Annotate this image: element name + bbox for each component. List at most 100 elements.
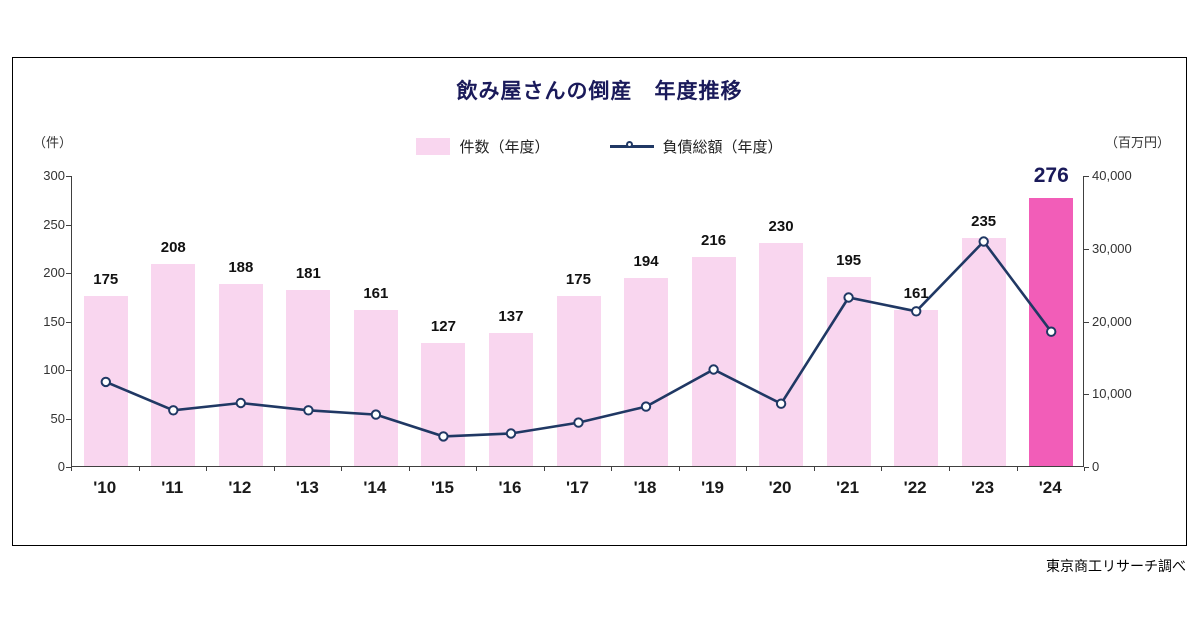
- y-axis-tick: [66, 273, 71, 274]
- legend: 件数（年度） 負債総額（年度）: [13, 136, 1186, 157]
- line-marker: [843, 292, 854, 303]
- x-axis-tick: [611, 467, 613, 471]
- bar: [759, 242, 804, 466]
- x-axis-label: '12: [228, 478, 252, 497]
- bar-value-label: 175: [565, 271, 591, 289]
- line-marker: [640, 401, 652, 412]
- x-axis-label: '19: [701, 478, 725, 497]
- line-marker: [370, 409, 382, 420]
- y-axis-tick: [66, 467, 71, 468]
- bar-value-label: 235: [971, 213, 997, 231]
- chart-frame: 飲み屋さんの倒産 年度推移 （件） （百万円） 件数（年度） 負債総額（年度） …: [12, 57, 1187, 546]
- source-note: 東京商工リサーチ調べ: [1046, 558, 1186, 574]
- y-axis-tick-label-right: 40,000: [1092, 168, 1132, 183]
- bar: [421, 342, 466, 466]
- y-axis-tick: [1084, 467, 1089, 468]
- x-axis-label: '15: [430, 478, 454, 497]
- y-axis-tick-label-left: 50: [50, 410, 65, 426]
- liabilities-line: [100, 236, 1057, 442]
- bar-series-swatch: [416, 138, 451, 155]
- y-axis-tick-label-left: 100: [43, 362, 65, 377]
- x-axis-label: '20: [768, 478, 792, 497]
- x-axis-tick: [543, 467, 545, 471]
- bar-value-label: 194: [633, 252, 659, 270]
- x-axis-tick: [813, 467, 815, 471]
- y-axis-tick-label-right: 30,000: [1092, 240, 1132, 256]
- x-axis-tick: [476, 467, 478, 471]
- line-marker: [708, 364, 719, 375]
- bar-value-label: 230: [768, 217, 794, 235]
- line-marker: [303, 405, 314, 416]
- x-axis-label: '16: [498, 478, 522, 497]
- x-axis-tick: [71, 467, 72, 471]
- line-series-swatch: [609, 138, 654, 155]
- bar-value-label: 161: [903, 284, 929, 302]
- x-axis-tick: [273, 467, 275, 471]
- y-axis-tick: [1084, 321, 1089, 323]
- chart-title: 飲み屋さんの倒産 年度推移: [456, 80, 743, 103]
- bar: [894, 309, 939, 466]
- bar: [286, 290, 331, 466]
- line-marker: [235, 397, 247, 409]
- x-axis-tick: [1084, 467, 1085, 471]
- line-series-label: 負債総額（年度）: [662, 139, 783, 156]
- x-axis-label: '21: [836, 478, 860, 497]
- bar: [826, 276, 871, 466]
- y-axis-tick: [66, 321, 71, 323]
- y-axis-tick: [66, 176, 71, 177]
- line-marker: [911, 306, 922, 317]
- bar: [691, 256, 736, 466]
- plot-area: 175 208 188 181 161 127 137 175 194 216 230 195 161 2…: [71, 164, 1084, 467]
- bar: [489, 333, 533, 466]
- line-marker: [978, 236, 989, 247]
- x-axis-tick: [408, 467, 410, 471]
- right-axis-unit-label: （百万円）: [1104, 135, 1170, 150]
- y-axis-tick: [66, 418, 71, 420]
- bar: [961, 238, 1006, 466]
- x-axis-tick: [948, 467, 950, 471]
- line-marker: [775, 398, 787, 409]
- line-marker: [100, 376, 111, 388]
- line-marker: [438, 431, 449, 442]
- x-axis-label: '14: [363, 478, 387, 497]
- y-axis-tick-label-left: 200: [43, 265, 65, 280]
- legend-item-line: 負債総額（年度）: [609, 136, 783, 157]
- line-marker: [505, 428, 517, 439]
- x-axis-label: '11: [161, 478, 184, 497]
- x-axis-label: '18: [633, 478, 657, 497]
- y-axis-tick-label-left: 150: [43, 313, 65, 329]
- bar-value-label: 175: [93, 271, 119, 289]
- y-axis-tick-label-left: 250: [43, 216, 65, 232]
- line-marker: [1046, 326, 1057, 337]
- x-axis-label: '23: [971, 478, 995, 497]
- bar-value-label: 161: [363, 284, 389, 302]
- bar-value-label: 181: [295, 265, 321, 283]
- bar-value-label: 195: [836, 251, 862, 269]
- y-axis-tick: [66, 224, 71, 226]
- y-axis-tick-label-right: 10,000: [1092, 386, 1132, 402]
- x-axis-tick: [341, 467, 343, 471]
- bar: [353, 309, 398, 466]
- x-axis-label: '24: [1038, 478, 1062, 497]
- y-axis-tick-label-right: 0: [1092, 459, 1100, 474]
- y-axis-tick-label-right: 20,000: [1092, 313, 1132, 329]
- left-axis-unit-label: （件）: [33, 135, 73, 150]
- bar: [556, 296, 601, 466]
- x-axis-tick: [746, 467, 748, 471]
- x-axis-tick: [206, 467, 208, 471]
- x-axis-tick: [881, 467, 883, 471]
- x-axis-tick: [138, 467, 140, 471]
- y-axis-tick-label-left: 300: [43, 168, 65, 183]
- y-axis-tick: [66, 370, 71, 371]
- bar-value-label: 276: [1033, 164, 1069, 188]
- line-marker: [168, 405, 179, 416]
- bar-value-label: 216: [701, 231, 727, 249]
- bar-value-label: 127: [430, 317, 456, 335]
- bar-value-label: 188: [228, 258, 254, 276]
- y-axis-tick: [1084, 248, 1089, 250]
- x-axis-tick: [1016, 467, 1018, 471]
- bar-series-label: 件数（年度）: [459, 139, 550, 156]
- x-axis-label: '17: [565, 478, 589, 497]
- y-axis-tick: [1084, 176, 1089, 177]
- y-axis-tick-label-left: 0: [57, 459, 65, 474]
